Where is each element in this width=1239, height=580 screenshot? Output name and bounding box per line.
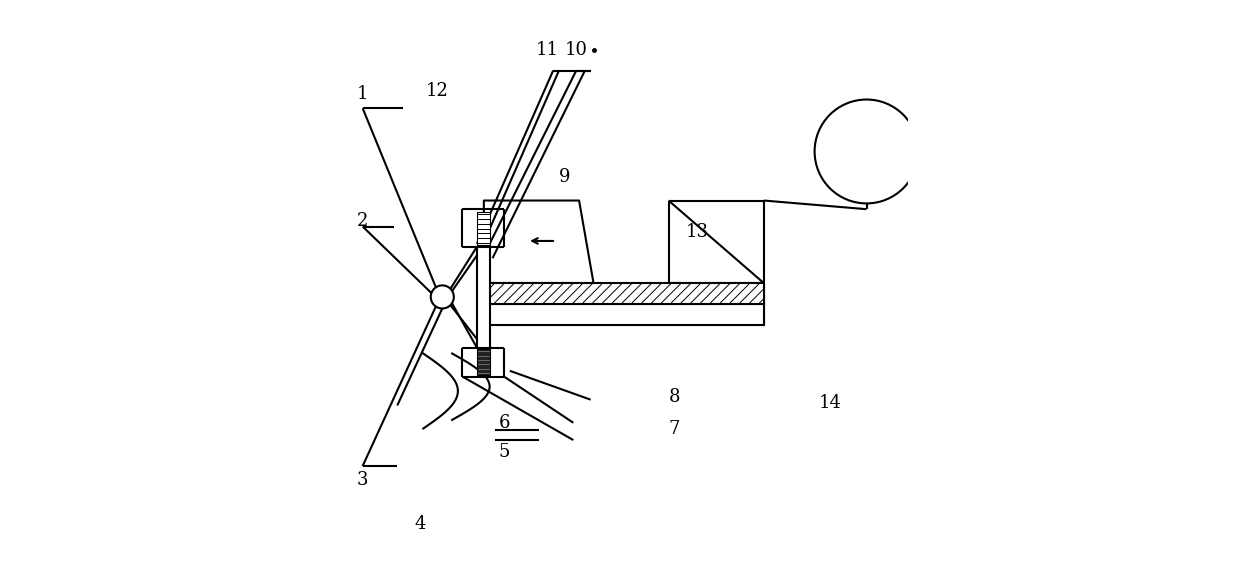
Bar	[477, 212, 489, 245]
Text: 5: 5	[498, 443, 509, 461]
Text: 9: 9	[559, 168, 570, 186]
Text: 7: 7	[669, 419, 680, 437]
Bar	[477, 246, 489, 348]
Text: 13: 13	[686, 223, 709, 241]
Text: 6: 6	[498, 414, 509, 432]
Bar	[484, 304, 763, 325]
Text: 11: 11	[535, 41, 559, 60]
Text: 1: 1	[357, 85, 368, 103]
Bar	[484, 283, 763, 304]
Circle shape	[431, 285, 453, 309]
Circle shape	[814, 100, 918, 204]
Text: 3: 3	[357, 472, 368, 490]
Bar	[477, 349, 489, 375]
Text: 12: 12	[426, 82, 449, 100]
Text: 10: 10	[565, 41, 587, 60]
Text: 8: 8	[669, 388, 680, 406]
Text: 4: 4	[415, 515, 426, 533]
Text: 2: 2	[357, 212, 368, 230]
Text: 14: 14	[819, 394, 841, 412]
